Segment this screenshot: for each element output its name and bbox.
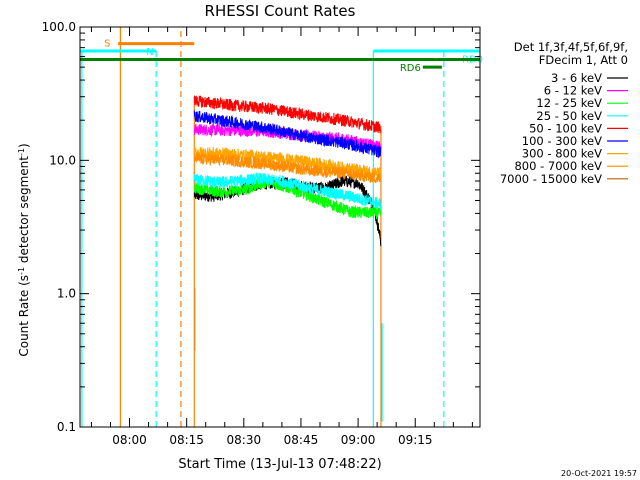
legend-item-label: 12 - 25 keV bbox=[536, 96, 602, 110]
series-line bbox=[193, 95, 382, 134]
series-line bbox=[193, 172, 382, 210]
flag-label: S bbox=[104, 39, 110, 50]
x-tick-label: 08:45 bbox=[284, 433, 319, 447]
flag-label: N bbox=[146, 47, 153, 58]
y-tick-label: 0.1 bbox=[57, 420, 76, 434]
legend-item-label: 300 - 800 keV bbox=[522, 147, 602, 161]
legend-item-label: 6 - 12 keV bbox=[544, 84, 602, 98]
legend-item-label: 50 - 100 keV bbox=[529, 121, 602, 135]
series-line bbox=[193, 151, 382, 184]
axis-ticks: 0.1 1.0 10.0 100.0 08:00 08:15 08:30 08:45 09:00… bbox=[42, 20, 480, 447]
legend-item-label: 100 - 300 keV bbox=[522, 134, 602, 148]
legend-item-label: 7000 - 15000 keV bbox=[500, 172, 602, 186]
y-axis-label: Count Rate (s-1 detector segment-1) bbox=[17, 143, 31, 356]
legend-item-label: 3 - 6 keV bbox=[551, 71, 602, 85]
x-tick-label: 08:30 bbox=[227, 433, 262, 447]
x-tick-label: 09:00 bbox=[341, 433, 376, 447]
x-tick-label: 08:00 bbox=[112, 433, 147, 447]
flag-label: RD6 bbox=[400, 63, 421, 74]
x-tick-label: 09:15 bbox=[398, 433, 433, 447]
x-tick-label: 08:15 bbox=[169, 433, 204, 447]
y-tick-label: 100.0 bbox=[42, 20, 76, 34]
legend-header-line-2: FDecim 1, Att 0 bbox=[539, 53, 628, 67]
plot-frame bbox=[79, 26, 481, 428]
legend-item-label: 800 - 7000 keV bbox=[514, 159, 602, 173]
x-axis-label: Start Time (13-Jul-13 07:48:22) bbox=[178, 457, 381, 472]
timestamp: 20-Oct-2021 19:57 bbox=[561, 469, 637, 478]
plot-area: SNRD0RD6 bbox=[80, 27, 483, 427]
legend-header-line-1: Det 1f,3f,4f,5f,6f,9f, bbox=[514, 40, 628, 54]
chart-title: RHESSI Count Rates bbox=[205, 2, 356, 20]
series-line bbox=[193, 110, 382, 159]
y-tick-label: 1.0 bbox=[57, 287, 76, 301]
legend-item-label: 25 - 50 keV bbox=[536, 109, 602, 123]
y-tick-label: 10.0 bbox=[49, 153, 76, 167]
series-line bbox=[193, 176, 382, 220]
